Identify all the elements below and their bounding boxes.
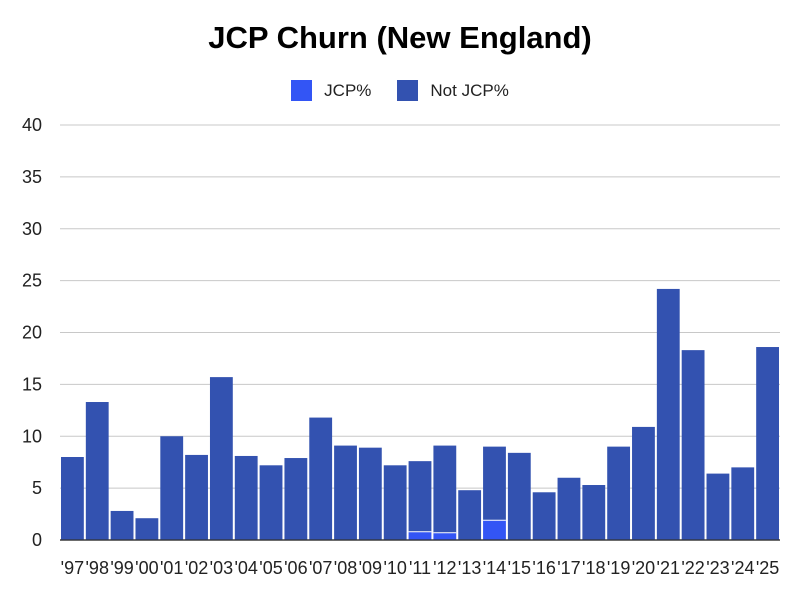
legend-label-jcp: JCP% [324, 80, 372, 100]
bar-not-jcp-4 [160, 436, 184, 540]
chart-title: JCP Churn (New England) [208, 20, 592, 55]
bar-not-jcp-3 [135, 518, 159, 540]
bar-not-jcp-12 [358, 447, 382, 540]
bar-not-jcp-27 [731, 467, 755, 540]
x-tick-label: '03 [210, 558, 233, 578]
bar-jcp-15 [433, 532, 457, 540]
x-tick-label: '11 [409, 558, 431, 578]
bar-not-jcp-19 [532, 492, 556, 540]
bar-not-jcp-13 [383, 465, 407, 540]
x-tick-label: '17 [557, 558, 580, 578]
bar-not-jcp-14 [408, 461, 432, 532]
bar-not-jcp-0 [61, 457, 84, 540]
y-tick-label: 10 [22, 426, 42, 446]
y-tick-label: 35 [22, 167, 42, 187]
bar-not-jcp-16 [458, 490, 482, 540]
legend-item-not-jcp: Not JCP% [397, 80, 509, 101]
x-tick-label: '14 [483, 558, 506, 578]
bar-jcp-14 [408, 531, 432, 540]
bar-not-jcp-6 [209, 377, 233, 540]
x-tick-label: '24 [731, 558, 754, 578]
x-tick-label: '97 [61, 558, 84, 578]
x-tick-label: '13 [458, 558, 481, 578]
x-tick-label: '20 [632, 558, 655, 578]
x-tick-label: '21 [657, 558, 680, 578]
bar-not-jcp-22 [607, 446, 631, 540]
bar-not-jcp-5 [185, 454, 208, 540]
y-tick-label: 5 [32, 478, 42, 498]
x-tick-label: '98 [86, 558, 109, 578]
x-tick-label: '02 [185, 558, 208, 578]
bar-jcp-17 [483, 520, 506, 540]
y-tick-label: 40 [22, 115, 42, 135]
bar-not-jcp-23 [632, 426, 655, 540]
x-tick-label: '09 [359, 558, 382, 578]
y-tick-label: 25 [22, 271, 42, 291]
x-tick-label: '10 [383, 558, 406, 578]
bar-not-jcp-18 [507, 452, 531, 540]
bar-not-jcp-20 [557, 477, 581, 540]
legend: JCP% Not JCP% [0, 80, 800, 101]
legend-swatch-jcp [291, 80, 313, 101]
y-tick-label: 15 [22, 374, 42, 394]
x-tick-label: '23 [706, 558, 729, 578]
bar-not-jcp-1 [85, 402, 109, 540]
y-tick-label: 30 [22, 219, 42, 239]
bar-not-jcp-26 [706, 473, 730, 540]
legend-swatch-not-jcp [397, 80, 419, 101]
x-tick-label: '05 [259, 558, 282, 578]
bar-not-jcp-2 [110, 510, 134, 540]
x-tick-label: '04 [234, 558, 257, 578]
y-tick-label: 20 [22, 323, 42, 343]
x-tick-label: '07 [309, 558, 332, 578]
x-tick-label: '15 [508, 558, 531, 578]
bar-not-jcp-15 [433, 445, 457, 533]
x-tick-label: '99 [110, 558, 133, 578]
bar-not-jcp-28 [756, 347, 779, 540]
x-tick-label: '22 [681, 558, 704, 578]
x-tick-label: '01 [160, 558, 183, 578]
x-tick-label: '00 [135, 558, 158, 578]
bar-not-jcp-25 [681, 350, 705, 540]
legend-label-not-jcp: Not JCP% [430, 80, 509, 100]
legend-item-jcp: JCP% [291, 80, 371, 101]
x-tick-label: '19 [607, 558, 630, 578]
x-tick-label: '08 [334, 558, 357, 578]
bar-not-jcp-8 [259, 465, 283, 540]
bar-not-jcp-21 [582, 485, 606, 540]
x-tick-label: '12 [433, 558, 456, 578]
bar-not-jcp-17 [483, 446, 506, 521]
x-tick-label: '25 [756, 558, 779, 578]
bar-not-jcp-7 [234, 455, 258, 540]
bar-not-jcp-11 [334, 445, 357, 540]
bar-not-jcp-10 [309, 417, 333, 540]
x-tick-label: '16 [532, 558, 555, 578]
bar-not-jcp-24 [656, 288, 680, 540]
y-tick-label: 0 [32, 530, 42, 550]
x-tick-label: '18 [582, 558, 605, 578]
bar-not-jcp-9 [284, 458, 308, 540]
x-tick-label: '06 [284, 558, 307, 578]
